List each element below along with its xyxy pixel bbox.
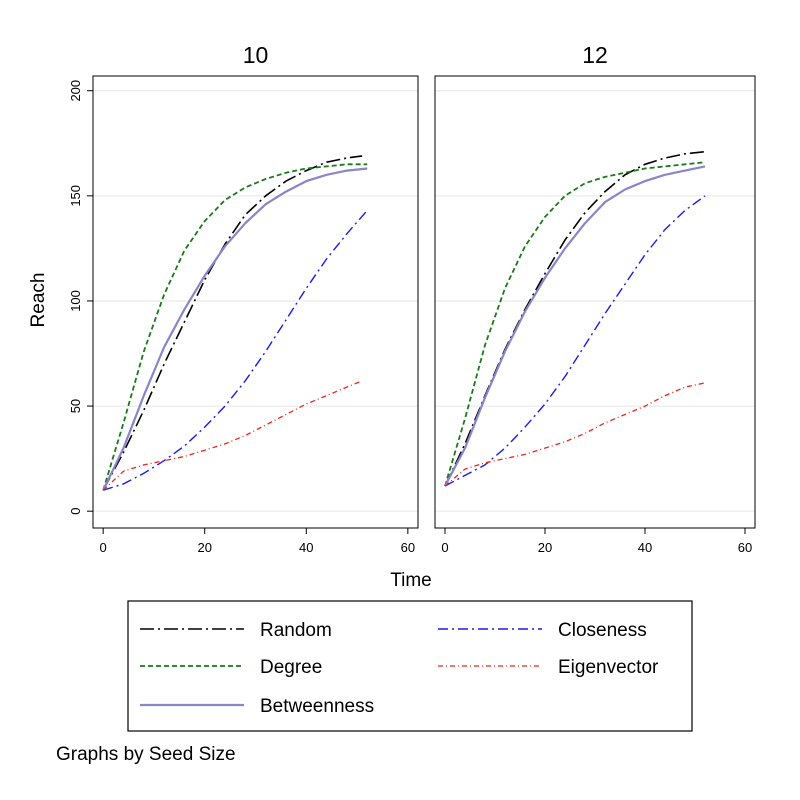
panel-title: 12	[582, 42, 608, 68]
y-axis-label: Reach	[28, 273, 49, 328]
series-line-betweenness	[102, 167, 368, 491]
series-line-degree	[444, 161, 706, 487]
x-tick-label: 40	[299, 540, 313, 555]
legend-label: Closeness	[558, 620, 647, 641]
panel-title: 10	[243, 42, 269, 68]
legend-item-betweenness: Betweenness	[140, 696, 374, 717]
y-tick-label: 50	[68, 399, 83, 413]
x-tick-label: 20	[197, 540, 211, 555]
y-tick-label: 100	[68, 290, 83, 312]
x-tick-label: 60	[401, 540, 415, 555]
series-line-random	[444, 150, 706, 487]
x-axis-label: Time	[390, 570, 432, 591]
graphs-by-note: Graphs by Seed Size	[56, 744, 236, 765]
series-line-eigenvector	[102, 380, 363, 491]
x-tick-label: 20	[538, 540, 552, 555]
legend-label: Degree	[260, 657, 322, 678]
series-line-degree	[102, 163, 368, 491]
legend-label: Betweenness	[260, 696, 374, 717]
y-tick-label: 200	[68, 80, 83, 102]
legend-item-closeness: Closeness	[438, 620, 647, 641]
y-tick-label: 0	[68, 508, 83, 515]
legend-label: Eigenvector	[558, 657, 659, 678]
plot-frame	[92, 75, 419, 529]
panel-12: 12 0 20 40 60	[434, 42, 756, 555]
legend-item-random: Random	[140, 620, 332, 641]
x-tick-label: 40	[638, 540, 652, 555]
series-line-eigenvector	[444, 382, 706, 487]
x-tick-label: 60	[738, 540, 752, 555]
series-line-random	[102, 155, 363, 491]
plot-frame	[434, 75, 756, 529]
legend: Random Degree Betweenness Closeness Eigenvec…	[127, 600, 693, 732]
series-line-closeness	[102, 210, 368, 491]
y-tick-label: 150	[68, 185, 83, 207]
series-line-closeness	[444, 195, 706, 487]
legend-label: Random	[260, 620, 332, 641]
legend-item-degree: Degree	[140, 657, 322, 678]
x-tick-label: 0	[100, 540, 107, 555]
x-tick-label: 0	[441, 540, 448, 555]
legend-item-eigenvector: Eigenvector	[438, 657, 659, 678]
legend-box	[127, 600, 693, 732]
series-line-betweenness	[444, 165, 706, 487]
